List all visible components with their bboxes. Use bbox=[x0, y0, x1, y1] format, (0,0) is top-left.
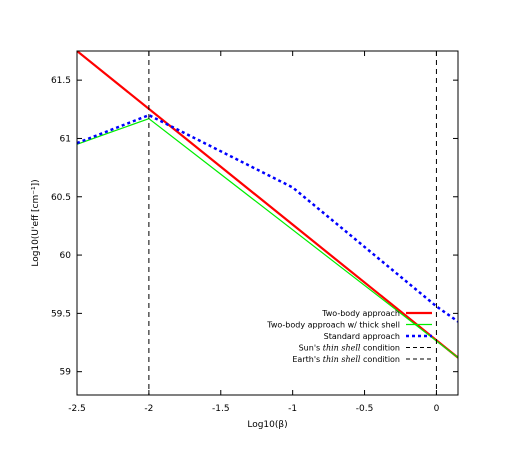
x-tick-label: -2 bbox=[144, 404, 153, 414]
y-axis-label: Log10(U'eff [cm⁻¹]) bbox=[31, 179, 41, 266]
x-tick-label: 0 bbox=[434, 404, 440, 414]
legend-label: Standard approach bbox=[324, 332, 400, 341]
vline-layer bbox=[148, 51, 437, 395]
legend-label: Two-body approach w/ thick shell bbox=[266, 321, 400, 330]
legend-label: Earth's thin shell condition bbox=[292, 355, 400, 364]
y-tick-label: 61 bbox=[60, 134, 71, 144]
x-axis-label: Log10(β) bbox=[247, 420, 287, 430]
y-tick-label: 60.5 bbox=[51, 193, 71, 203]
x-tick-label: -1.5 bbox=[212, 404, 230, 414]
legend: Two-body approach Two-body approach w/ th… bbox=[266, 309, 432, 364]
x-tick-label: -1 bbox=[288, 404, 297, 414]
legend-label: Two-body approach bbox=[321, 309, 400, 318]
x-tick-label: -2.5 bbox=[68, 404, 86, 414]
y-tick-label: 60 bbox=[60, 251, 72, 261]
series-line-1 bbox=[77, 51, 458, 359]
x-tick-label: -0.5 bbox=[356, 404, 374, 414]
y-tick-label: 59 bbox=[60, 368, 72, 378]
y-tick-label: 61.5 bbox=[51, 76, 71, 86]
legend-label: Sun's thin shell condition bbox=[299, 344, 400, 353]
series-line-3 bbox=[77, 113, 458, 323]
tick-layer: -2.5 -2 -1.5 -1 -0.5 0 59 59.5 60 60.5 61 61.5 bbox=[51, 51, 458, 414]
series-layer bbox=[77, 51, 458, 359]
y-tick-label: 59.5 bbox=[51, 309, 71, 319]
plot-frame bbox=[76, 50, 459, 396]
